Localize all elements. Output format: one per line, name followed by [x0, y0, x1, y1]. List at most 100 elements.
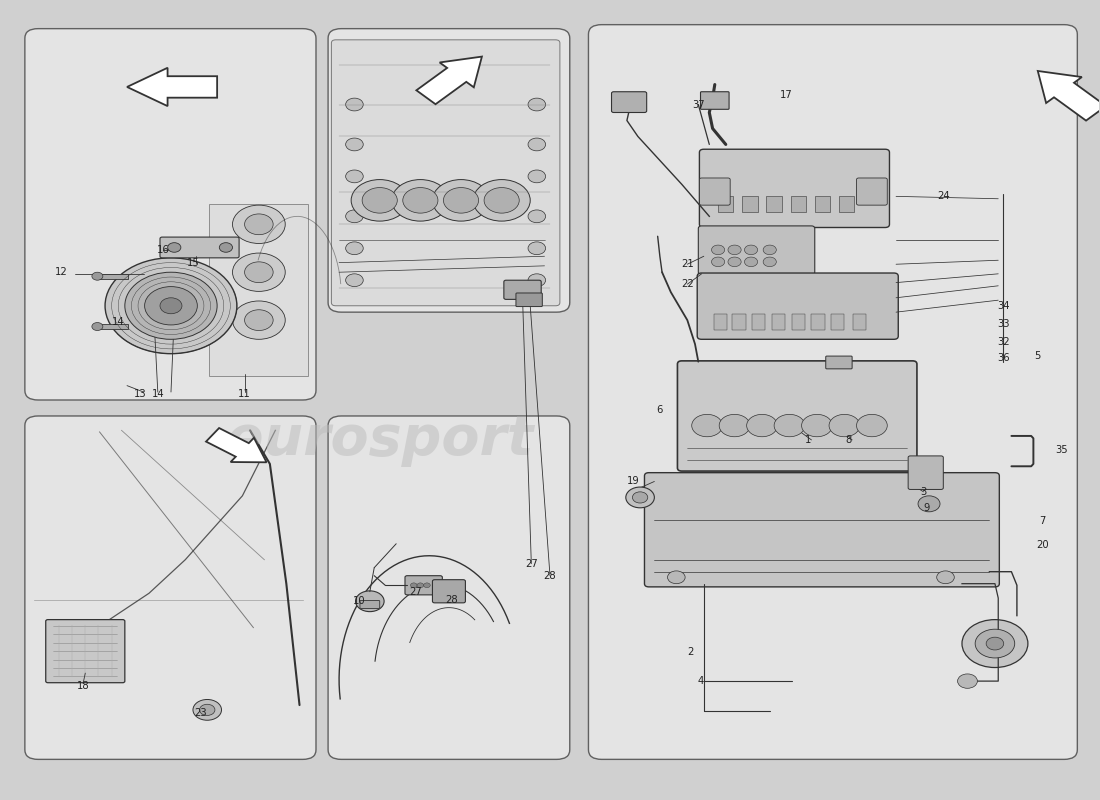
Circle shape — [763, 257, 777, 266]
Text: 4: 4 — [697, 676, 704, 686]
Bar — [832, 314, 845, 330]
Text: 27: 27 — [525, 558, 538, 569]
Bar — [714, 314, 727, 330]
FancyBboxPatch shape — [360, 601, 379, 609]
FancyBboxPatch shape — [160, 237, 239, 258]
Circle shape — [244, 262, 273, 282]
Bar — [742, 196, 758, 212]
Circle shape — [528, 98, 546, 111]
Polygon shape — [126, 68, 217, 106]
Circle shape — [92, 322, 103, 330]
Circle shape — [244, 214, 273, 234]
FancyBboxPatch shape — [697, 273, 899, 339]
Circle shape — [345, 210, 363, 222]
FancyBboxPatch shape — [432, 580, 465, 603]
Bar — [792, 314, 805, 330]
Circle shape — [424, 583, 430, 588]
Polygon shape — [1037, 71, 1100, 121]
Text: 14: 14 — [152, 389, 164, 398]
Circle shape — [345, 98, 363, 111]
Circle shape — [244, 310, 273, 330]
Circle shape — [528, 274, 546, 286]
Bar — [733, 314, 746, 330]
Circle shape — [345, 170, 363, 182]
Bar — [752, 314, 766, 330]
Bar — [839, 196, 855, 212]
Circle shape — [219, 242, 232, 252]
Polygon shape — [209, 204, 308, 376]
Text: 9: 9 — [924, 503, 930, 513]
Circle shape — [763, 245, 777, 254]
Bar — [815, 196, 830, 212]
Text: 18: 18 — [77, 681, 89, 691]
Circle shape — [232, 253, 285, 291]
Text: 22: 22 — [681, 279, 694, 290]
FancyBboxPatch shape — [612, 92, 647, 113]
FancyBboxPatch shape — [328, 416, 570, 759]
Circle shape — [802, 414, 833, 437]
Bar — [812, 314, 825, 330]
Text: 14: 14 — [112, 317, 124, 326]
Circle shape — [92, 272, 103, 280]
Text: 17: 17 — [780, 90, 793, 100]
Circle shape — [124, 272, 217, 339]
Circle shape — [692, 414, 723, 437]
FancyBboxPatch shape — [25, 29, 316, 400]
Circle shape — [144, 286, 197, 325]
Circle shape — [668, 571, 685, 584]
Circle shape — [857, 414, 888, 437]
Circle shape — [632, 492, 648, 503]
FancyBboxPatch shape — [405, 576, 442, 595]
Circle shape — [719, 414, 750, 437]
FancyBboxPatch shape — [46, 620, 124, 682]
FancyBboxPatch shape — [698, 226, 815, 274]
Circle shape — [345, 242, 363, 254]
FancyBboxPatch shape — [504, 280, 541, 299]
Circle shape — [362, 187, 397, 213]
Text: 33: 33 — [998, 319, 1010, 329]
Circle shape — [528, 138, 546, 151]
Circle shape — [417, 583, 424, 588]
Text: 10: 10 — [352, 596, 365, 606]
FancyBboxPatch shape — [516, 293, 542, 306]
Text: 11: 11 — [239, 389, 251, 398]
Text: 28: 28 — [543, 570, 557, 581]
Circle shape — [403, 187, 438, 213]
FancyBboxPatch shape — [331, 40, 560, 306]
Circle shape — [728, 245, 741, 254]
Text: 16: 16 — [157, 245, 169, 255]
Text: 27: 27 — [409, 586, 422, 597]
Text: 32: 32 — [998, 337, 1010, 346]
Text: 8: 8 — [846, 435, 851, 445]
Text: 2: 2 — [688, 646, 694, 657]
Circle shape — [528, 210, 546, 222]
Circle shape — [528, 170, 546, 182]
Circle shape — [473, 179, 530, 221]
Polygon shape — [417, 57, 482, 104]
Circle shape — [484, 187, 519, 213]
Circle shape — [937, 571, 955, 584]
Circle shape — [745, 245, 758, 254]
Text: 12: 12 — [55, 267, 67, 278]
Circle shape — [712, 245, 725, 254]
FancyBboxPatch shape — [826, 356, 852, 369]
FancyBboxPatch shape — [700, 178, 730, 205]
Text: 1: 1 — [805, 435, 812, 445]
Circle shape — [192, 699, 221, 720]
Text: 19: 19 — [627, 477, 640, 486]
Circle shape — [167, 242, 180, 252]
Text: 13: 13 — [134, 389, 146, 398]
Circle shape — [962, 620, 1027, 667]
Bar — [718, 196, 734, 212]
Circle shape — [199, 704, 214, 715]
Bar — [767, 196, 782, 212]
Circle shape — [528, 242, 546, 254]
Text: 28: 28 — [444, 594, 458, 605]
Circle shape — [410, 583, 417, 588]
Text: 6: 6 — [657, 405, 663, 414]
Text: 24: 24 — [937, 191, 949, 202]
FancyBboxPatch shape — [678, 361, 917, 471]
Bar — [854, 314, 867, 330]
Text: 37: 37 — [692, 99, 705, 110]
Circle shape — [829, 414, 860, 437]
